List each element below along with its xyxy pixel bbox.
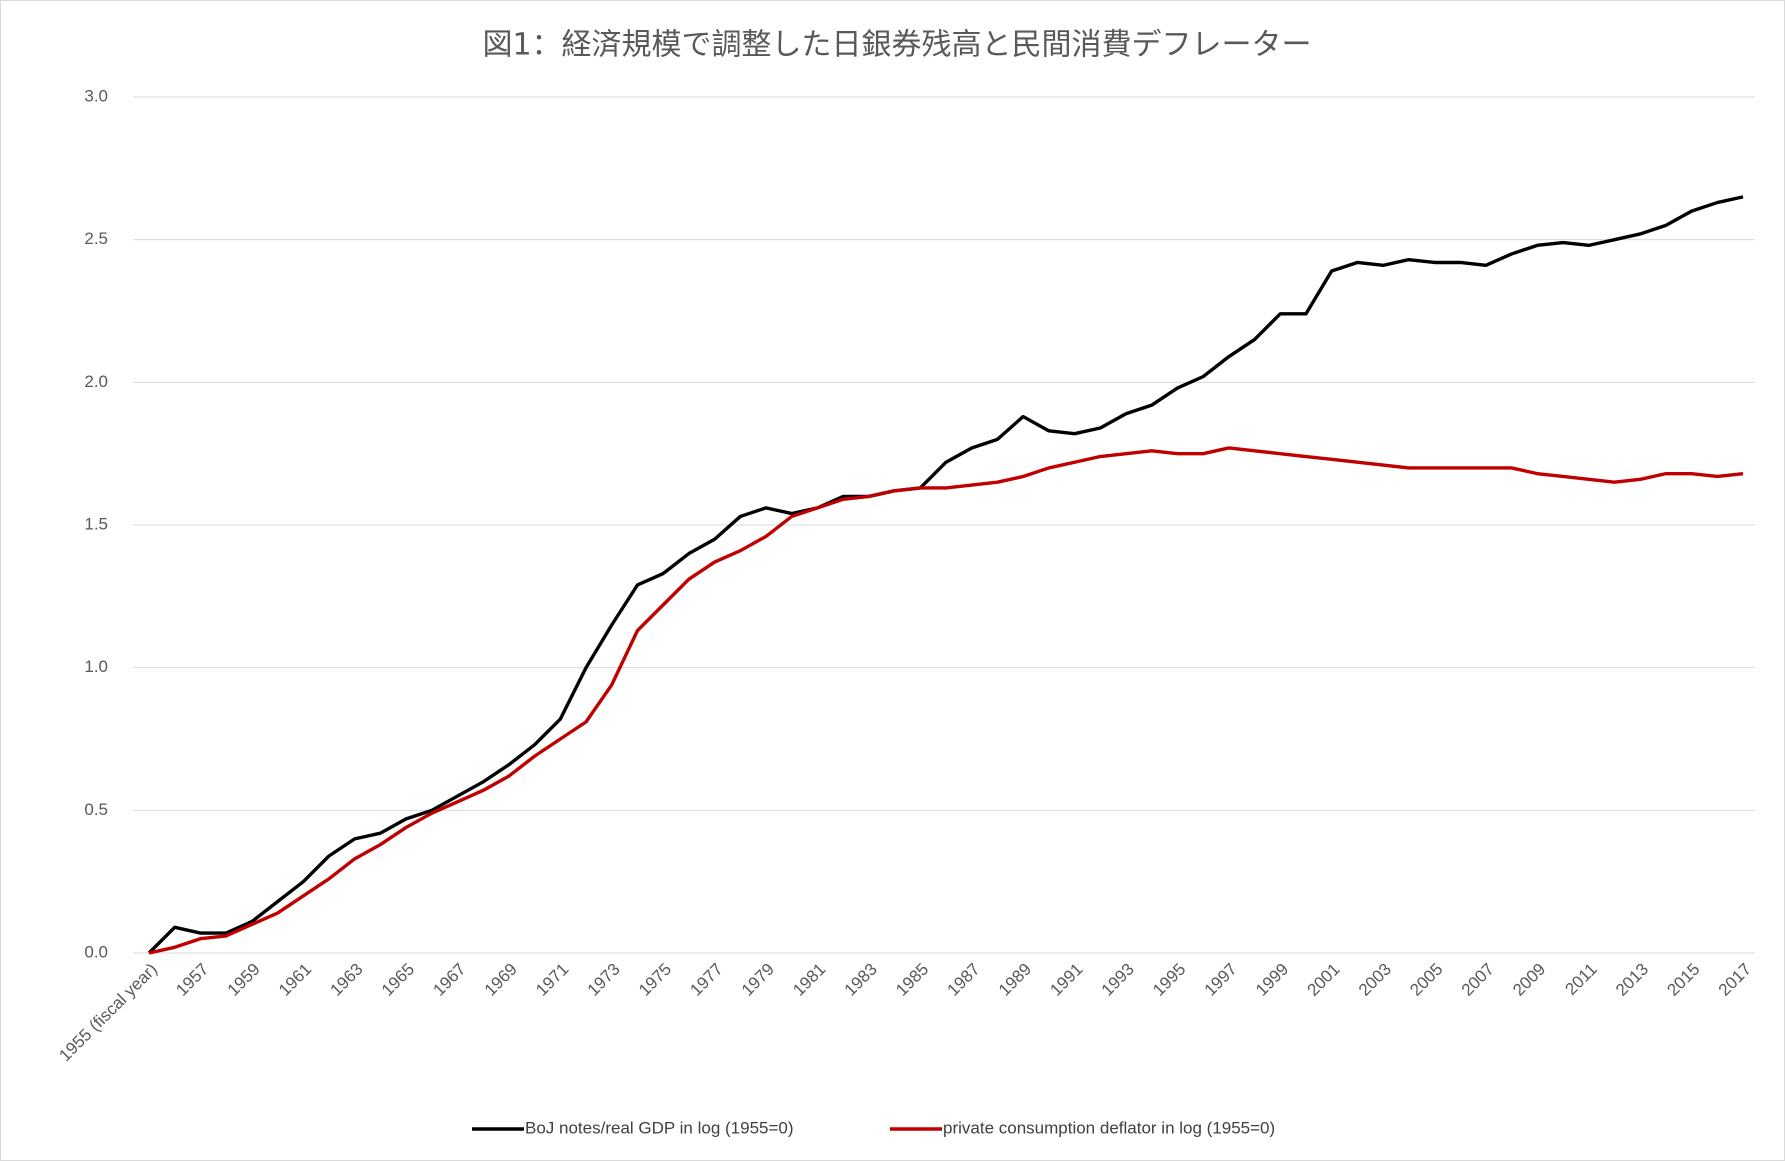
y-tick-label: 2.0 — [84, 372, 108, 391]
y-tick-label: 3.0 — [84, 86, 108, 105]
legend-label: private consumption deflator in log (195… — [943, 1118, 1275, 1137]
y-tick-label: 0.0 — [84, 942, 108, 961]
legend-label: BoJ notes/real GDP in log (1955=0) — [525, 1118, 794, 1137]
y-tick-label: 1.0 — [84, 657, 108, 676]
plot — [147, 195, 1744, 955]
y-tick-label: 2.5 — [84, 229, 108, 248]
series-line — [147, 195, 1744, 955]
y-tick-label: 0.5 — [84, 800, 108, 819]
chart-title: 図1：経済規模で調整した日銀券残高と民間消費デフレーター — [482, 28, 1311, 63]
y-tick-label: 1.5 — [84, 514, 108, 533]
legend: BoJ notes/real GDP in log (1955=0) privat… — [472, 1118, 1275, 1137]
series-line — [148, 446, 1744, 955]
